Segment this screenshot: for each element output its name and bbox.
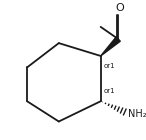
Text: or1: or1 [104,63,116,69]
Polygon shape [101,37,120,56]
Text: NH₂: NH₂ [128,109,146,119]
Text: or1: or1 [104,88,116,94]
Text: O: O [115,3,124,13]
